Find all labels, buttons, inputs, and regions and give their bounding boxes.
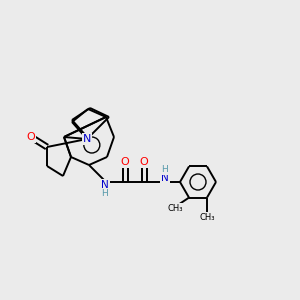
Text: N: N	[161, 173, 169, 183]
Text: H: H	[162, 166, 168, 175]
Text: N: N	[101, 180, 109, 190]
Text: O: O	[140, 157, 148, 167]
Text: CH₃: CH₃	[167, 204, 183, 213]
Text: O: O	[27, 132, 35, 142]
Text: O: O	[121, 157, 129, 167]
Text: CH₃: CH₃	[199, 213, 215, 222]
Text: N: N	[83, 134, 91, 144]
Text: H: H	[102, 188, 108, 197]
